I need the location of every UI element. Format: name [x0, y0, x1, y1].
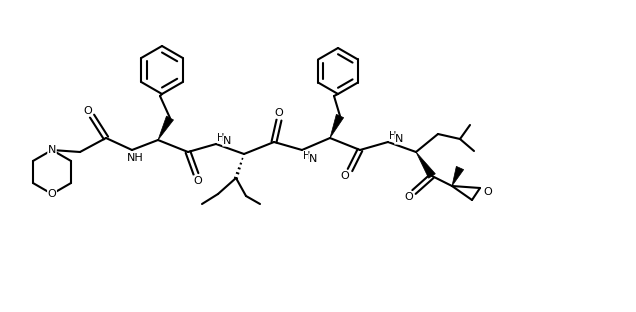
Text: O: O	[483, 187, 492, 197]
Text: N: N	[48, 145, 56, 155]
Text: O: O	[83, 106, 92, 116]
Text: N: N	[395, 134, 403, 144]
Text: O: O	[341, 171, 349, 181]
Text: H: H	[303, 151, 311, 161]
Text: O: O	[193, 176, 202, 186]
PathPatch shape	[452, 166, 464, 186]
Text: N: N	[309, 154, 317, 164]
PathPatch shape	[330, 114, 343, 138]
Text: H: H	[389, 131, 397, 141]
Text: O: O	[404, 192, 413, 202]
PathPatch shape	[158, 116, 174, 140]
Text: O: O	[48, 189, 57, 199]
Text: N: N	[223, 136, 232, 146]
PathPatch shape	[416, 152, 435, 178]
Text: H: H	[218, 133, 225, 143]
Text: O: O	[275, 108, 284, 118]
Text: NH: NH	[127, 153, 143, 163]
